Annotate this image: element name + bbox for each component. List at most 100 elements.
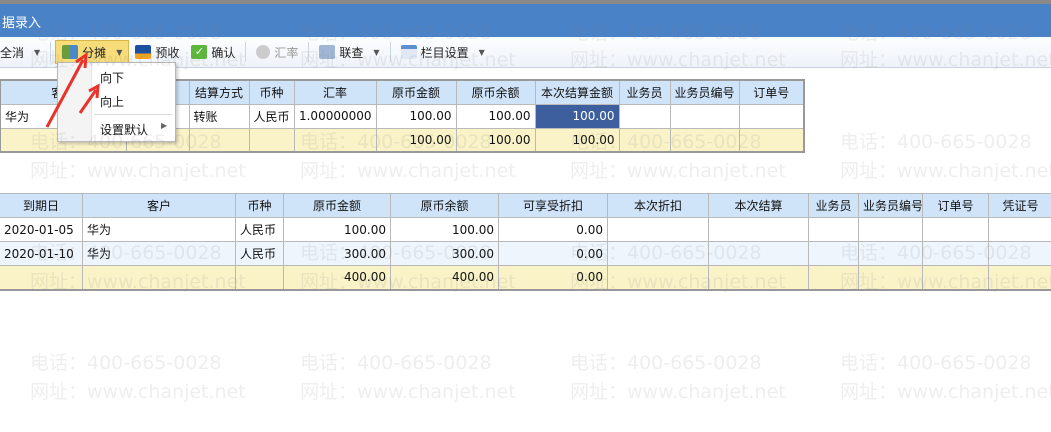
table-cell[interactable] [922,265,989,290]
table-cell[interactable] [858,265,923,290]
column-header[interactable]: 业务员 [808,193,859,218]
table-cell[interactable] [708,265,809,290]
table-cell[interactable]: 400.00 [390,265,499,290]
column-header[interactable]: 可享受折扣 [498,193,608,218]
table-cell[interactable]: 300.00 [283,241,391,266]
table-cell[interactable] [607,265,709,290]
window-title: 据录入 [0,4,1051,37]
table-cell[interactable] [0,265,83,290]
watermark-text: 电话：400-665-0028 [300,352,492,374]
table-cell[interactable]: 100.00 [375,127,457,153]
arrow-icon [45,51,88,128]
table-cell[interactable] [235,265,284,290]
deselect-all-button[interactable]: 全消 ▼ [0,40,46,64]
menu-item-down[interactable]: 向下 [100,71,125,85]
table-cell[interactable]: 华为 [82,217,236,242]
table-cell[interactable] [607,241,709,266]
column-header[interactable]: 原币余额 [455,79,536,105]
column-header[interactable]: 汇率 [293,79,377,105]
table-row[interactable]: 2020-01-05 华为 人民币 100.00 100.00 0.00 [0,217,1051,242]
table-cell[interactable] [922,217,989,242]
table-cell[interactable]: 人民币 [248,103,295,129]
column-header[interactable]: 订单号 [922,193,989,218]
table-cell[interactable] [669,127,740,153]
table-cell[interactable] [858,217,923,242]
chevron-down-icon[interactable]: ▼ [373,47,380,57]
exchange-rate-button[interactable]: 汇率 [250,40,304,64]
table-cell[interactable] [618,127,671,153]
column-header[interactable]: 业务员 [618,79,671,105]
table-cell[interactable] [669,103,740,129]
total-row[interactable]: 400.00 400.00 0.00 [0,265,1051,290]
table-cell[interactable] [988,217,1051,242]
table-cell[interactable]: 人民币 [235,217,284,242]
table-cell[interactable] [738,103,805,129]
column-header[interactable]: 币种 [235,193,284,218]
table-cell[interactable]: 400.00 [283,265,391,290]
table-cell[interactable] [858,241,923,266]
column-header[interactable]: 原币金额 [283,193,391,218]
confirm-button[interactable]: ✓ 确认 [185,40,241,64]
column-settings-button[interactable]: 栏目设置 ▼ [395,40,491,64]
column-header[interactable]: 客户 [82,193,236,218]
column-header[interactable]: 订单号 [738,79,805,105]
table-cell[interactable]: 300.00 [390,241,499,266]
table-cell[interactable] [808,241,859,266]
column-header[interactable]: 本次结算金额 [534,79,620,105]
table-cell[interactable]: 100.00 [534,103,620,129]
table-cell[interactable]: 0.00 [498,217,608,242]
table-row[interactable]: 2020-01-10 华为 人民币 300.00 300.00 0.00 [0,241,1051,266]
column-header[interactable]: 原币金额 [375,79,457,105]
table-cell[interactable]: 0.00 [498,241,608,266]
column-header[interactable]: 业务员编号 [858,193,923,218]
column-header[interactable]: 币种 [248,79,295,105]
table-cell[interactable] [708,241,809,266]
chevron-down-icon[interactable]: ▼ [478,47,485,57]
query-button[interactable]: 联查 ▼ [313,40,385,64]
table-cell[interactable] [808,217,859,242]
table-cell[interactable]: 100.00 [390,217,499,242]
table-cell[interactable]: 2020-01-10 [0,241,83,266]
table-cell[interactable] [708,217,809,242]
table-cell[interactable]: 2020-01-05 [0,217,83,242]
table-cell[interactable] [922,241,989,266]
column-header[interactable]: 原币余额 [390,193,499,218]
table-cell[interactable] [808,265,859,290]
table-cell[interactable]: 100.00 [455,127,536,153]
table-cell[interactable] [618,103,671,129]
column-header[interactable]: 到期日 [0,193,83,218]
table-cell[interactable] [738,127,805,153]
chevron-down-icon[interactable]: ▼ [34,47,41,57]
table-cell[interactable] [988,265,1051,290]
table-cell[interactable]: 人民币 [235,241,284,266]
watermark-text: 电话：400-665-0028 [840,352,1032,374]
table-cell[interactable] [293,127,377,153]
table-cell[interactable]: 100.00 [375,103,457,129]
confirm-label: 确认 [211,45,236,60]
column-header[interactable]: 业务员编号 [669,79,740,105]
column-header[interactable]: 本次折扣 [607,193,709,218]
table-cell[interactable]: 1.00000000 [293,103,377,129]
column-header[interactable]: 凭证号 [988,193,1051,218]
table-cell[interactable] [988,241,1051,266]
chevron-down-icon[interactable]: ▼ [116,47,123,57]
allocate-button[interactable]: 分摊 ▼ [55,40,130,64]
table-cell[interactable]: 100.00 [283,217,391,242]
table-cell[interactable] [82,265,236,290]
table-cell[interactable]: 100.00 [534,127,620,153]
menu-item-up[interactable]: 向上 [100,95,125,109]
table-cell[interactable] [188,127,250,153]
table-cell[interactable]: 100.00 [455,103,536,129]
table-cell[interactable]: 0.00 [498,265,608,290]
table-cell[interactable] [607,217,709,242]
watermark-text: 网址：www.chanjet.net [840,381,1051,403]
menu-item-set-default[interactable]: 设置默认 [100,123,149,137]
watermark-text: 网址：www.chanjet.net [300,160,516,182]
column-header[interactable]: 结算方式 [188,79,250,105]
deselect-label: 全消 [0,45,25,60]
table-cell[interactable]: 华为 [82,241,236,266]
top-strip [0,0,1051,4]
prepay-button[interactable]: 预收 [129,40,185,64]
table-cell[interactable] [248,127,295,153]
column-header[interactable]: 本次结算 [708,193,809,218]
